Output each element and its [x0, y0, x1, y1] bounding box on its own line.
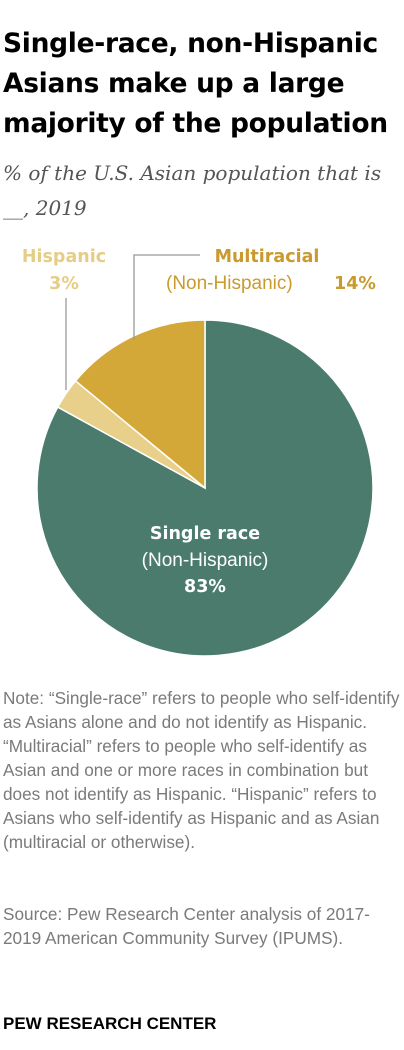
chart-source: Source: Pew Research Center analysis of …: [3, 904, 370, 948]
chart-subtitle: % of the U.S. Asian population that is _…: [3, 161, 382, 220]
pie-slices: [36, 319, 374, 657]
chart-note: Note: “Single-race” refers to people who…: [3, 688, 400, 852]
chart-title: Single-race, non-Hispanic Asians make up…: [3, 28, 388, 139]
slice-value-hispanic: 3%: [49, 274, 79, 294]
publisher-name: PEW RESEARCH CENTER: [3, 1014, 217, 1033]
slice-sublabel-multiracial: (Non-Hispanic): [166, 273, 293, 294]
pie-chart: Hispanic 3% Multiracial (Non-Hispanic) 1…: [22, 247, 376, 657]
slice-label-single-race: Single race: [150, 524, 260, 544]
slice-label-multiracial: Multiracial: [215, 247, 320, 267]
slice-label-hispanic: Hispanic: [22, 247, 106, 267]
slice-value-multiracial: 14%: [334, 274, 376, 294]
slice-sublabel-single-race: (Non-Hispanic): [142, 550, 269, 571]
slice-value-single-race: 83%: [184, 577, 226, 597]
pie-slice-single-race: [36, 319, 374, 657]
leader-line-multiracial: [133, 254, 200, 340]
